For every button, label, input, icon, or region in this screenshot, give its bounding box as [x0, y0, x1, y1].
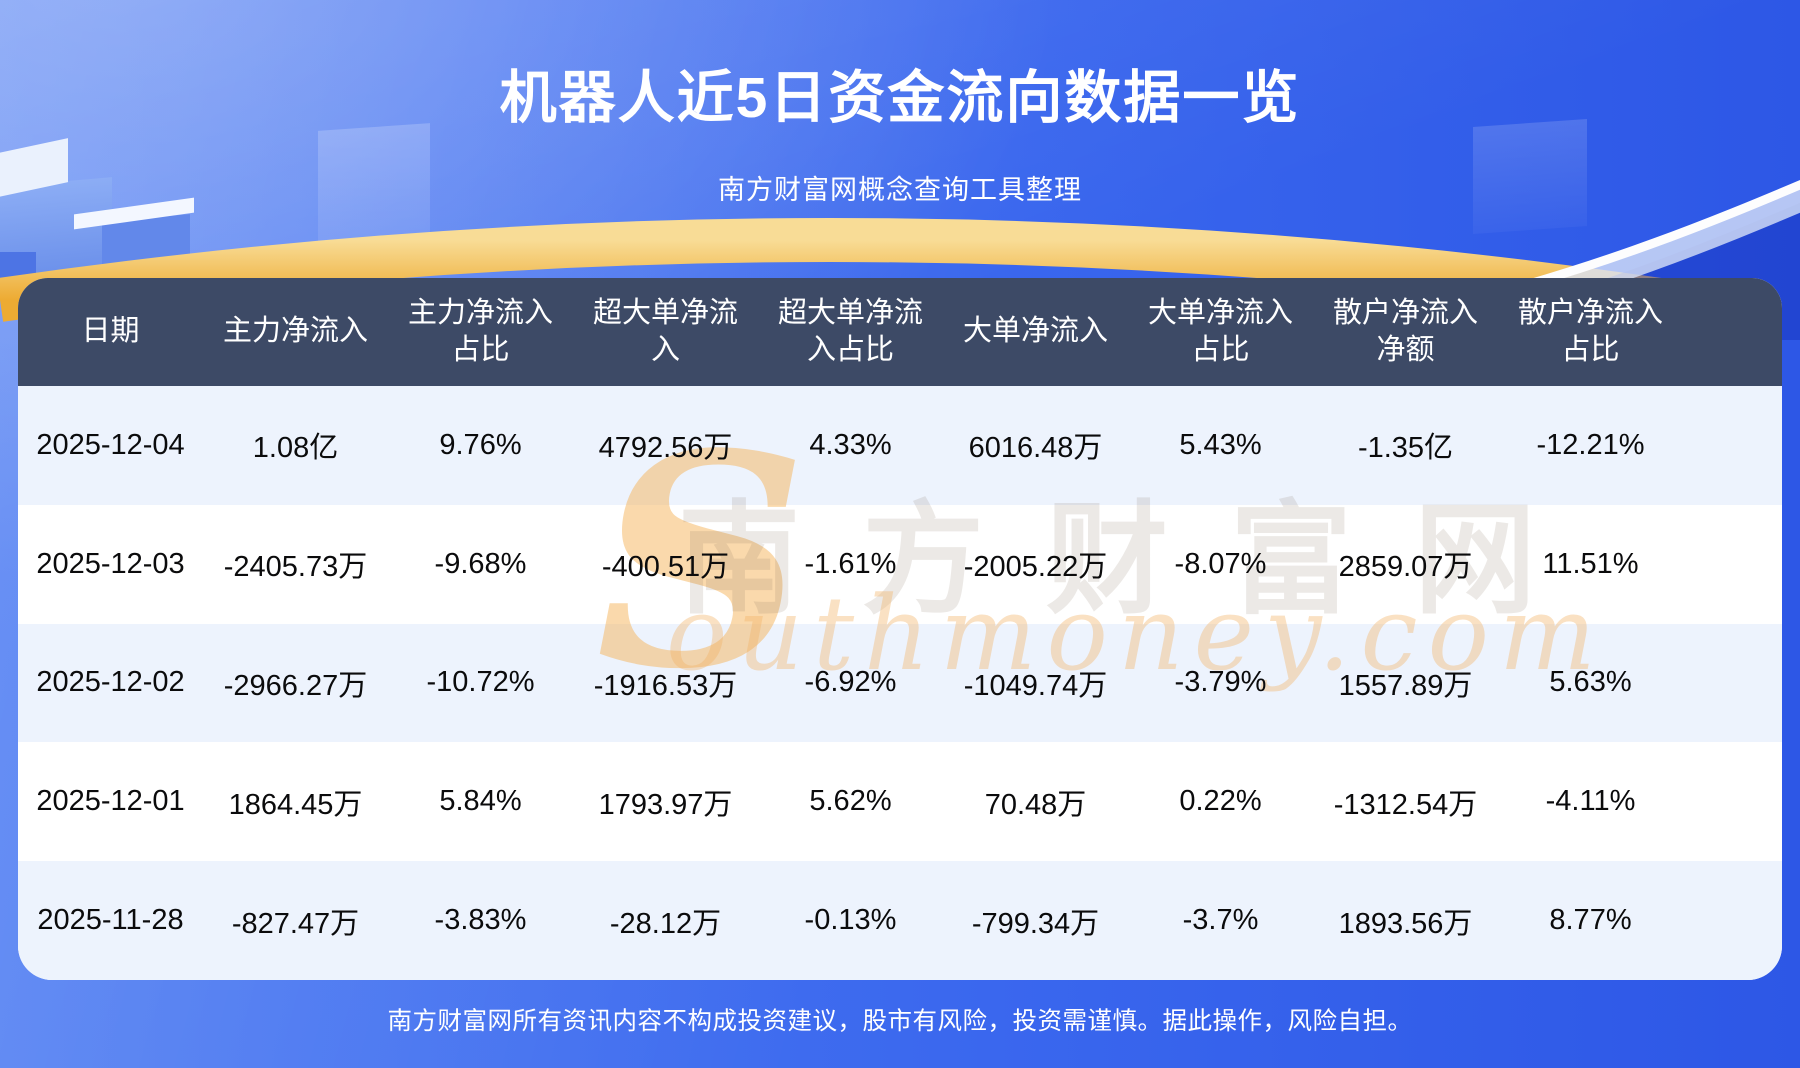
- value-cell: -9.68%: [434, 547, 527, 580]
- value-cell: -0.13%: [804, 904, 897, 937]
- value-cell: 8.77%: [1549, 904, 1632, 937]
- value-cell: -827.47万: [231, 907, 360, 940]
- value-cell: -4.11%: [1545, 785, 1636, 818]
- value-cell: -1.35亿: [1357, 432, 1454, 465]
- value-cell: 5.63%: [1549, 666, 1632, 699]
- value-cell: -2966.27万: [223, 669, 368, 702]
- value-cell: -6.92%: [804, 666, 897, 699]
- page-title: 机器人近5日资金流向数据一览: [499, 66, 1301, 130]
- column-header: 主力净流入: [222, 315, 368, 348]
- value-cell: 4792.56万: [598, 432, 733, 465]
- column-header: 散户净流入净额: [1332, 296, 1478, 366]
- value-cell: -400.51万: [601, 551, 730, 584]
- value-cell: -3.79%: [1174, 666, 1267, 699]
- value-cell: -2405.73万: [223, 551, 368, 584]
- value-cell: 5.43%: [1179, 428, 1262, 461]
- capital-flow-table: S 南方财富网 outhmoney.com 日期 主力净流入 主力净流入占比 超…: [18, 278, 1782, 980]
- table-row: 2025-12-01 1864.45万 5.84% 1793.97万 5.62%…: [18, 742, 1782, 862]
- value-cell: -1049.74万: [963, 669, 1108, 702]
- column-header: 大单净流入: [962, 315, 1108, 348]
- value-cell: -12.21%: [1536, 428, 1645, 461]
- value-cell: 1864.45万: [228, 788, 363, 821]
- table-row: 2025-12-03 -2405.73万 -9.68% -400.51万 -1.…: [18, 504, 1782, 624]
- table-row: 2025-12-02 -2966.27万 -10.72% -1916.53万 -…: [18, 623, 1782, 743]
- value-cell: 6016.48万: [968, 432, 1103, 465]
- page-subtitle: 南方财富网概念查询工具整理: [718, 175, 1082, 205]
- date-cell: 2025-12-02: [36, 666, 185, 699]
- date-cell: 2025-11-28: [37, 904, 184, 937]
- value-cell: -2005.22万: [963, 551, 1108, 584]
- value-cell: 9.76%: [439, 428, 522, 461]
- table-header-row: 日期 主力净流入 主力净流入占比 超大单净流入 超大单净流入占比 大单净流入 大…: [18, 278, 1782, 386]
- column-header: 主力净流入占比: [407, 296, 553, 366]
- value-cell: 5.62%: [809, 785, 892, 818]
- building-block: [102, 214, 190, 284]
- value-cell: 1557.89万: [1338, 669, 1473, 702]
- value-cell: -8.07%: [1174, 547, 1267, 580]
- value-cell: -3.83%: [434, 904, 527, 937]
- value-cell: 1793.97万: [598, 788, 733, 821]
- table-row: 2025-11-28 -827.47万 -3.83% -28.12万 -0.13…: [18, 861, 1782, 980]
- table-row: 2025-12-04 1.08亿 9.76% 4792.56万 4.33% 60…: [18, 386, 1782, 505]
- date-cell: 2025-12-01: [36, 785, 185, 818]
- value-cell: -799.34万: [971, 907, 1100, 940]
- value-cell: 5.84%: [439, 785, 522, 818]
- value-cell: 4.33%: [809, 428, 892, 461]
- building-block: [0, 252, 36, 280]
- value-cell: 1.08亿: [252, 432, 339, 465]
- value-cell: -28.12万: [609, 907, 722, 940]
- value-cell: -1916.53万: [593, 669, 738, 702]
- date-cell: 2025-12-04: [36, 428, 185, 461]
- value-cell: 2859.07万: [1338, 551, 1473, 584]
- value-cell: -1312.54万: [1333, 788, 1478, 821]
- column-header: 散户净流入占比: [1517, 296, 1663, 366]
- value-cell: -10.72%: [426, 666, 535, 699]
- column-header: 大单净流入占比: [1147, 296, 1293, 366]
- value-cell: -1.61%: [804, 547, 897, 580]
- column-header: 超大单净流入占比: [777, 296, 923, 366]
- date-cell: 2025-12-03: [36, 547, 185, 580]
- value-cell: 70.48万: [984, 788, 1087, 821]
- value-cell: -3.7%: [1182, 904, 1259, 937]
- value-cell: 1893.56万: [1338, 907, 1473, 940]
- column-header: 超大单净流入: [592, 296, 738, 366]
- value-cell: 11.51%: [1542, 547, 1639, 580]
- column-header-date: 日期: [81, 315, 140, 348]
- disclaimer-text: 南方财富网所有资讯内容不构成投资建议，股市有风险，投资需谨慎。据此操作，风险自担…: [387, 1008, 1413, 1035]
- value-cell: 0.22%: [1179, 785, 1262, 818]
